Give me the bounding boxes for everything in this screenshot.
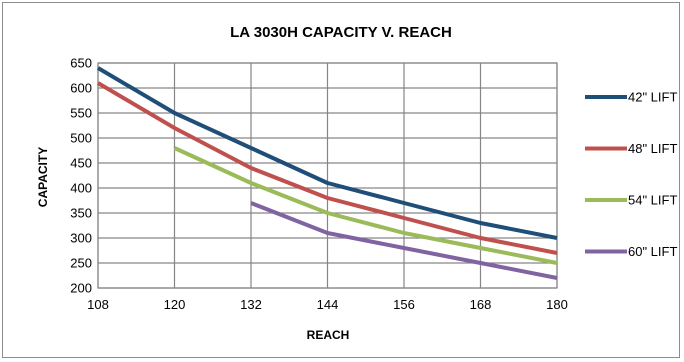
series-line-3: [173, 146, 558, 265]
legend-label: 54" LIFT: [628, 193, 677, 208]
series-line-2: [96, 81, 558, 255]
y-tick-label: 350: [70, 206, 92, 221]
y-tick-label: 650: [70, 56, 92, 71]
y-tick-label: 550: [70, 106, 92, 121]
x-tick-label: 168: [470, 297, 492, 312]
legend-label: 48" LIFT: [628, 141, 677, 156]
x-tick-label: 108: [87, 297, 109, 312]
y-tick-label: 450: [70, 156, 92, 171]
legend-label: 60" LIFT: [628, 244, 677, 259]
y-tick-label: 600: [70, 81, 92, 96]
x-tick-label: 120: [164, 297, 186, 312]
y-axis-label: CAPACITY: [36, 147, 50, 207]
x-tick-label: 156: [393, 297, 415, 312]
series-line-1: [96, 66, 558, 240]
legend-label: 42" LIFT: [628, 90, 677, 105]
chart-title: LA 3030H CAPACITY V. REACH: [230, 24, 452, 41]
x-axis-label: REACH: [307, 328, 350, 342]
x-tick-label: 144: [317, 297, 339, 312]
x-tick-label: 180: [546, 297, 568, 312]
x-tick-label: 132: [240, 297, 262, 312]
series-line-4: [250, 201, 558, 280]
y-tick-label: 300: [70, 231, 92, 246]
y-tick-label: 250: [70, 256, 92, 271]
y-tick-label: 400: [70, 181, 92, 196]
y-tick-label: 200: [70, 281, 92, 296]
y-tick-label: 500: [70, 131, 92, 146]
